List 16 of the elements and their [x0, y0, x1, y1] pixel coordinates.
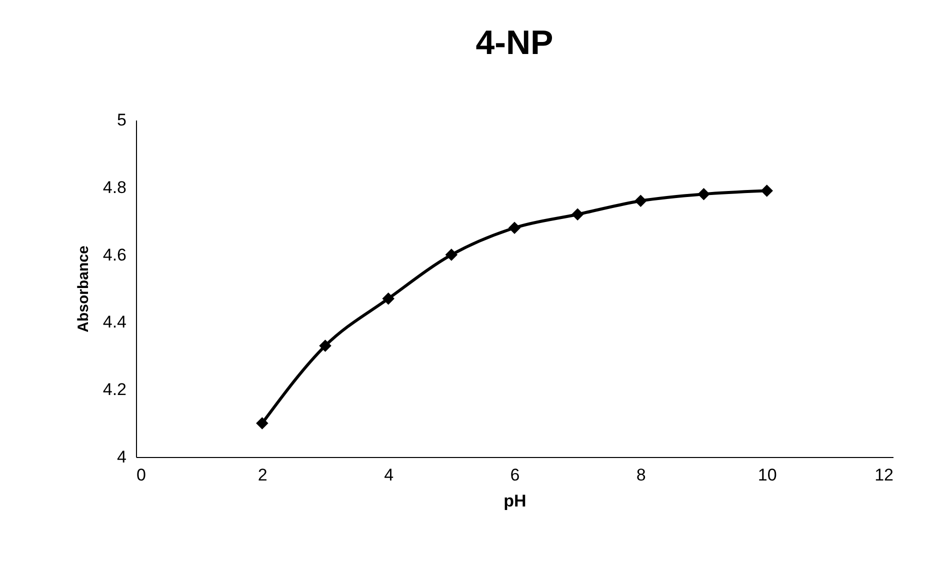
x-tick-label: 12	[874, 466, 894, 484]
x-tick-label: 10	[758, 466, 777, 484]
y-axis-title: Absorbance	[74, 246, 92, 332]
x-tick-label: 8	[636, 466, 646, 484]
chart-title: 4-NP	[476, 24, 554, 62]
y-tick-label: 4.2	[102, 380, 126, 400]
x-tick-label: 2	[258, 466, 268, 484]
x-tick-label: 4	[384, 466, 394, 484]
x-tick-label: 6	[510, 466, 520, 484]
x-tick-label: 0	[136, 466, 146, 484]
y-tick-label: 4.4	[102, 312, 126, 332]
y-tick-label: 4	[117, 448, 126, 466]
x-axis-title: pH	[504, 492, 526, 510]
y-tick-label: 4.6	[102, 245, 126, 264]
y-tick-label: 5	[117, 110, 126, 130]
y-tick-label: 4.8	[102, 178, 126, 197]
